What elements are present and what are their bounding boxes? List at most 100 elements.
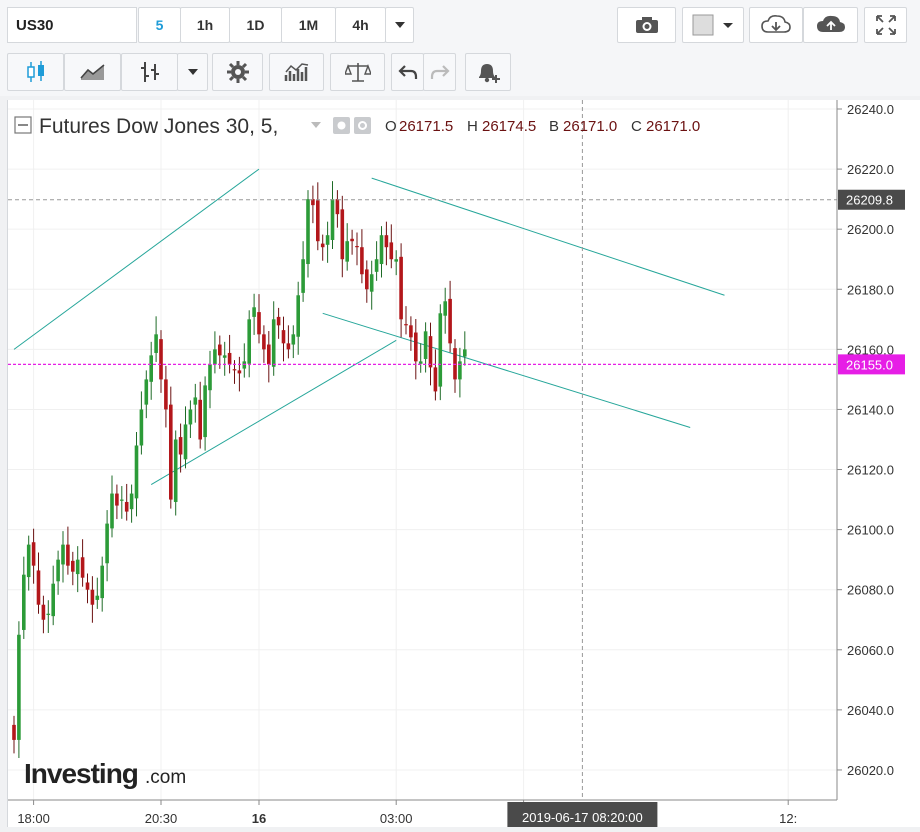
chart-panel[interactable]: 26020.0 26040.0 26060.0 26080.0 26100.0 26120… <box>7 100 920 827</box>
candle-body <box>428 336 433 368</box>
candle-body <box>340 209 345 260</box>
open-value: 26171.5 <box>399 118 453 135</box>
candle-body <box>374 259 379 272</box>
studies-icon <box>284 63 308 81</box>
candle-body <box>134 445 139 499</box>
candle-body <box>80 557 85 578</box>
studies-button[interactable] <box>269 53 324 91</box>
timeframe-label: 4h <box>352 17 369 33</box>
candle-body <box>360 247 364 275</box>
candle-body <box>12 724 16 740</box>
candle-body <box>36 570 41 605</box>
background-color-button[interactable] <box>682 7 744 43</box>
price-lines <box>8 100 837 800</box>
candle-body <box>286 343 291 350</box>
candle-body <box>320 243 325 248</box>
candle-body <box>154 334 158 353</box>
candle-body <box>51 583 55 617</box>
fullscreen-button[interactable] <box>864 7 907 43</box>
timeframe-1d-button[interactable]: 1D <box>229 7 282 43</box>
candle-body <box>208 364 212 391</box>
crosshair-price-label-bg <box>838 189 905 210</box>
fullscreen-icon <box>875 15 896 35</box>
candle-body <box>46 613 51 615</box>
open-label: O <box>385 118 397 135</box>
area-style-button[interactable] <box>64 53 121 91</box>
symbol-input[interactable]: US30 <box>7 7 137 43</box>
candle-body <box>335 199 340 215</box>
timeframe-4h-button[interactable]: 4h <box>335 7 386 43</box>
redo-icon <box>430 65 450 79</box>
price-axis[interactable]: 26020.0 26040.0 26060.0 26080.0 26100.0 26120… <box>837 102 894 778</box>
candles-style-button[interactable] <box>7 53 64 91</box>
candle-body <box>355 246 359 248</box>
legend-menu-icon[interactable] <box>311 122 321 128</box>
timeframe-dropdown-button[interactable] <box>385 7 414 43</box>
trend-channels[interactable] <box>13 168 725 485</box>
bar-style-button[interactable] <box>121 53 178 91</box>
candle-body <box>164 379 168 410</box>
trend-line-ascending-upper[interactable] <box>13 168 260 350</box>
save-layout-button[interactable] <box>803 7 858 43</box>
logo-brand: Investing <box>24 758 138 789</box>
high-value: 26174.5 <box>482 118 536 135</box>
candle-body <box>75 559 80 575</box>
chart-type-dropdown[interactable] <box>177 53 208 91</box>
candle-body <box>183 424 188 460</box>
indicators-icon <box>140 62 159 82</box>
candle-body <box>22 574 26 630</box>
candle-body <box>193 397 198 405</box>
x-tick-label: 12: <box>779 811 797 826</box>
timeframe-5-button[interactable]: 5 <box>138 7 181 43</box>
candle-body <box>267 344 271 365</box>
undo-button[interactable] <box>391 53 424 91</box>
candle-body <box>423 331 428 359</box>
compare-button[interactable] <box>330 53 385 91</box>
timeframe-label: 1D <box>246 17 265 33</box>
candle-body <box>291 334 296 345</box>
y-tick-label: 26060.0 <box>847 643 894 658</box>
price-chart[interactable]: 26020.0 26040.0 26060.0 26080.0 26100.0 26120… <box>8 100 920 827</box>
candle-body <box>463 349 467 357</box>
investing-logo: Investing .com <box>24 758 186 789</box>
candle-body <box>139 409 144 446</box>
load-layout-button[interactable] <box>749 7 803 43</box>
x-tick-label: 18:00 <box>17 811 50 826</box>
candle-body <box>399 256 403 320</box>
candle-body <box>110 493 114 529</box>
candle-body <box>149 355 153 382</box>
y-tick-label: 26080.0 <box>847 583 894 598</box>
candle-body <box>389 242 394 260</box>
candle-body <box>41 604 46 620</box>
settings-button[interactable] <box>212 53 263 91</box>
candle-body <box>271 319 276 367</box>
candle-body <box>262 334 266 350</box>
redo-button[interactable] <box>423 53 456 91</box>
alert-icon <box>479 64 500 83</box>
candle-body <box>66 544 70 566</box>
trend-line-descending-lower[interactable] <box>322 312 691 428</box>
candle-body <box>61 544 65 565</box>
timeframe-1m-button[interactable]: 1M <box>281 7 336 43</box>
timeframe-1h-button[interactable]: 1h <box>180 7 230 43</box>
camera-icon <box>635 17 658 33</box>
chevron-down-icon <box>394 22 405 28</box>
bid-label: B <box>549 118 559 135</box>
candle-body <box>213 349 217 365</box>
trend-line-descending-upper[interactable] <box>371 177 725 296</box>
screenshot-button[interactable] <box>617 7 676 43</box>
y-tick-label: 26120.0 <box>847 463 894 478</box>
candle-body <box>120 499 124 501</box>
candle-body <box>257 312 261 335</box>
bid-value: 26171.0 <box>563 118 617 135</box>
add-alert-button[interactable] <box>465 53 511 91</box>
candle-body <box>26 544 31 578</box>
candle-body <box>369 274 374 292</box>
legend-title: Futures Dow Jones 30, 5, <box>39 115 278 138</box>
color-box-icon <box>692 14 733 36</box>
candle-body <box>379 235 384 265</box>
candle-body <box>144 379 149 405</box>
series-settings-icon[interactable] <box>354 117 371 134</box>
candle-body <box>458 361 462 380</box>
high-label: H <box>467 118 478 135</box>
